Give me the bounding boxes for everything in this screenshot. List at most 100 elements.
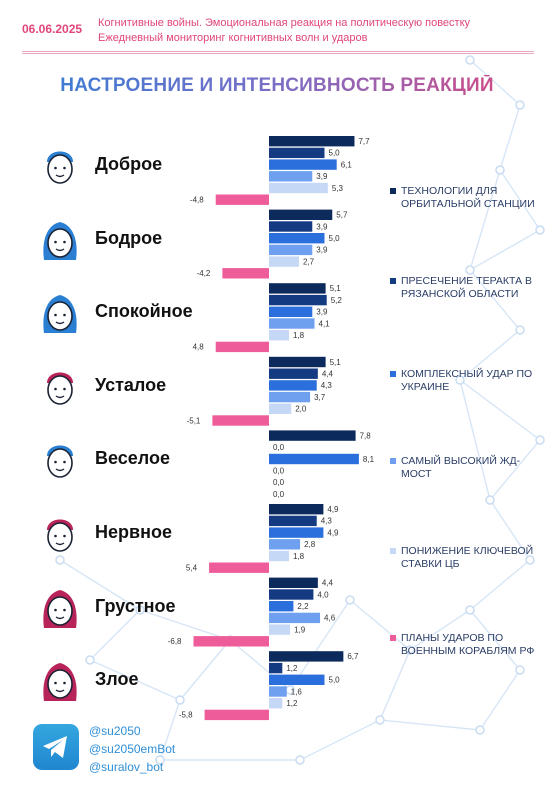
bar-value-label: 7,7 — [358, 137, 370, 146]
network-node — [155, 755, 165, 765]
network-link — [179, 639, 231, 701]
face-outline — [47, 595, 73, 626]
eye-shape — [54, 387, 57, 391]
mouth-shape — [55, 321, 65, 325]
bar-Доброе-1 — [269, 136, 355, 147]
bar-Нервное-2 — [269, 515, 317, 527]
legend-swatch — [390, 188, 396, 194]
bar-value-label: 4,3 — [321, 381, 333, 390]
network-node — [405, 645, 415, 655]
network-link — [89, 659, 181, 701]
legend-label: САМЫЙ ВЫСОКИЙ ЖД-МОСТ — [401, 455, 521, 480]
network-node — [475, 725, 485, 735]
network-node — [345, 595, 355, 605]
network-node — [525, 555, 535, 565]
face-outline — [47, 154, 73, 184]
face-outline — [47, 522, 73, 552]
mood-label: Грустное — [95, 595, 176, 616]
bar-value-label: 3,9 — [316, 222, 328, 231]
bar-Нервное-6 — [209, 562, 269, 573]
bar-value-label: 5,1 — [330, 358, 342, 367]
bar-Грустное-5 — [269, 624, 291, 635]
network-link — [459, 329, 521, 381]
bar-value-label: 2,8 — [304, 540, 316, 549]
network-node — [375, 715, 385, 725]
network-link — [489, 499, 531, 561]
network-node — [515, 100, 525, 110]
bar-value-label: 4,4 — [322, 370, 334, 379]
bar-value-label: -6,8 — [168, 637, 182, 646]
legend-swatch — [390, 371, 396, 377]
network-link — [469, 229, 541, 271]
bar-value-label: 3,9 — [316, 246, 328, 255]
bar-Усталое-5 — [269, 403, 292, 414]
network-link — [409, 609, 471, 651]
eye-shape — [54, 461, 57, 464]
legend-label: ПОНИЖЕНИЕ КЛЮЧЕВОЙ СТАВКИ ЦБ — [401, 545, 534, 570]
handle-link-1[interactable]: @su2050 — [89, 724, 141, 738]
bar-Грустное-1 — [269, 577, 318, 588]
bar-Доброе-3 — [269, 159, 337, 170]
chart-title: НАСТРОЕНИЕ И ИНТЕНСИВНОСТЬ РЕАКЦИЙ — [0, 75, 554, 97]
handle-link-2[interactable]: @su2050emBot — [89, 742, 176, 756]
mouth-shape — [55, 395, 65, 398]
header-divider — [22, 51, 534, 52]
network-link — [59, 559, 141, 611]
bar-value-label: 2,2 — [297, 602, 309, 611]
network-link — [349, 599, 411, 651]
bar-value-label: 4,8 — [193, 343, 205, 352]
mouth-shape — [55, 174, 65, 178]
bar-Грустное-4 — [269, 612, 321, 624]
bar-value-label: 4,1 — [319, 319, 331, 328]
bar-Злое-1 — [269, 651, 344, 662]
eye-shape — [63, 313, 66, 317]
legend-swatch — [390, 458, 396, 464]
mouth-shape — [55, 689, 65, 693]
telegram-logo[interactable] — [33, 724, 79, 770]
bar-value-label: 1,8 — [293, 552, 305, 561]
legend-swatch — [390, 548, 396, 554]
bar-Злое-2 — [269, 662, 283, 674]
face-outline — [47, 374, 73, 405]
network-link — [469, 59, 521, 106]
bar-value-label: -5,8 — [179, 711, 193, 720]
bar-value-label: 2,7 — [303, 257, 315, 266]
bar-Грустное-3 — [269, 601, 294, 612]
network-node — [465, 55, 475, 65]
network-node — [535, 225, 545, 235]
bar-Спокойное-2 — [269, 294, 327, 306]
handle-link-3[interactable]: @suralov_bot — [89, 760, 164, 774]
eye-shape — [63, 608, 66, 611]
network-node — [465, 605, 475, 615]
eye-shape — [54, 240, 57, 243]
network-node — [85, 655, 95, 665]
mood-label: Доброе — [95, 154, 163, 174]
bar-value-label: 5,4 — [186, 564, 198, 573]
bar-Усталое-4 — [269, 391, 311, 403]
network-node — [535, 435, 545, 445]
network-link — [139, 609, 231, 641]
bar-Усталое-1 — [269, 356, 326, 368]
bar-Бодрое-2 — [269, 221, 313, 232]
bar-value-label: 4,4 — [322, 579, 334, 588]
eye-shape — [63, 240, 66, 243]
bar-Злое-6 — [204, 709, 269, 721]
network-node — [455, 375, 465, 385]
female-face-icon — [38, 216, 82, 271]
bar-value-label: 4,0 — [317, 590, 329, 599]
network-node — [295, 755, 305, 765]
legend-label: ПРЕСЕЧЕНИЕ ТЕРАКТА В РЯЗАНСКОЙ ОБЛАСТИ — [401, 275, 533, 300]
eye-shape — [54, 608, 57, 611]
eye-shape — [54, 681, 57, 685]
bar-value-label: 1,2 — [286, 699, 298, 708]
female-face-icon — [38, 584, 82, 639]
female-face-icon — [38, 289, 82, 344]
network-link — [489, 439, 541, 501]
bar-value-label: 5,0 — [329, 149, 341, 158]
network-node — [175, 695, 185, 705]
bar-value-label: -4,8 — [190, 196, 204, 205]
bar-Доброе-6 — [215, 194, 269, 205]
eye-shape — [63, 681, 66, 685]
